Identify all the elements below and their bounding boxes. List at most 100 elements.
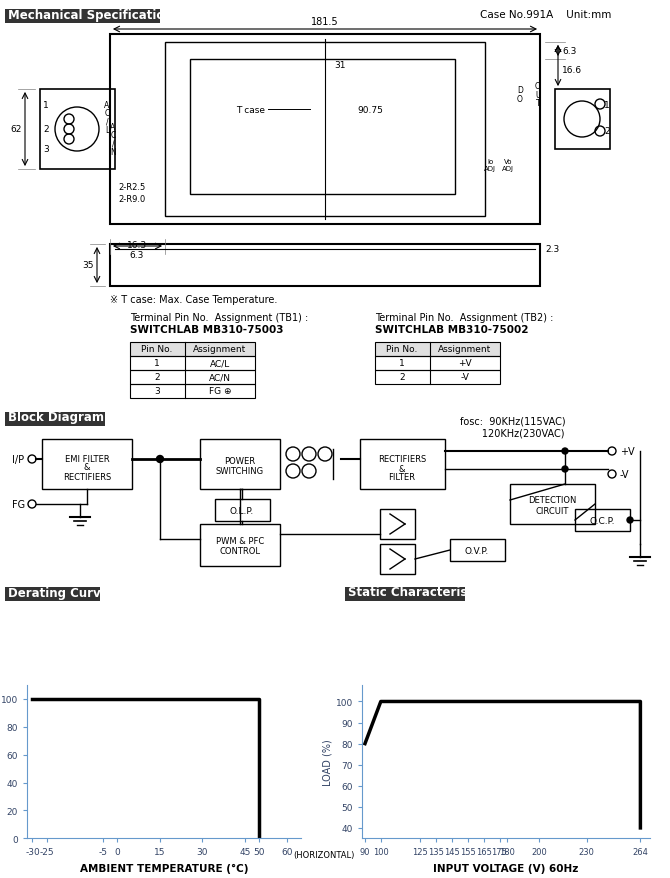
Text: 2-R9.0: 2-R9.0 [118, 195, 145, 205]
Bar [200, 524, 280, 566]
Bar [215, 500, 270, 522]
Text: 16.6: 16.6 [562, 66, 582, 75]
Text: PWM & PFC: PWM & PFC [216, 536, 264, 545]
Text: AC/L: AC/L [210, 359, 230, 368]
X-axis label: INPUT VOLTAGE (V) 60Hz: INPUT VOLTAGE (V) 60Hz [433, 863, 578, 874]
Text: Pin No.: Pin No. [141, 345, 173, 354]
Bar [130, 356, 255, 371]
Text: FG: FG [12, 500, 25, 509]
Bar [5, 587, 100, 601]
Text: Derating Curve: Derating Curve [8, 586, 109, 599]
Text: 3: 3 [154, 387, 160, 396]
Bar [380, 544, 415, 574]
Bar [190, 60, 455, 195]
Text: EMI FILTER: EMI FILTER [65, 455, 109, 464]
Bar [130, 371, 255, 385]
Text: D
O: D O [517, 86, 523, 104]
Text: 2: 2 [43, 126, 49, 134]
Text: 3: 3 [43, 146, 49, 155]
Text: 6.3: 6.3 [130, 251, 144, 260]
Text: T case: T case [236, 105, 265, 114]
Text: FILTER: FILTER [389, 473, 415, 482]
Text: (HORIZONTAL): (HORIZONTAL) [293, 850, 354, 859]
Text: 90.75: 90.75 [357, 105, 383, 114]
Text: POWER: POWER [224, 457, 255, 466]
Text: RECTIFIERS: RECTIFIERS [63, 472, 111, 481]
Text: Static Characteristics: Static Characteristics [348, 586, 491, 599]
Circle shape [157, 456, 163, 463]
Text: +V: +V [458, 359, 472, 368]
Bar [575, 509, 630, 531]
Bar [200, 440, 280, 489]
Circle shape [562, 466, 568, 472]
Text: &: & [399, 465, 405, 474]
Bar [555, 90, 610, 150]
Bar [375, 356, 500, 371]
Bar [345, 587, 465, 601]
Text: 2: 2 [604, 127, 610, 136]
Text: fosc:  90KHz(115VAC)
       120KHz(230VAC): fosc: 90KHz(115VAC) 120KHz(230VAC) [460, 416, 565, 438]
Text: 31: 31 [334, 61, 346, 69]
Text: +V: +V [620, 447, 634, 457]
Bar [5, 10, 160, 24]
Text: 1: 1 [154, 359, 160, 368]
Bar [375, 371, 500, 385]
Bar [165, 43, 485, 217]
Text: Terminal Pin No.  Assignment (TB2) :: Terminal Pin No. Assignment (TB2) : [375, 313, 553, 322]
Bar [360, 440, 445, 489]
Text: 2.3: 2.3 [545, 245, 559, 255]
Text: -V: -V [460, 373, 470, 382]
Text: SWITCHLAB MB310-75003: SWITCHLAB MB310-75003 [130, 325, 283, 335]
Text: 2: 2 [154, 373, 160, 382]
Text: 181.5: 181.5 [311, 17, 339, 27]
Y-axis label: LOAD (%): LOAD (%) [323, 738, 333, 785]
Text: AC/N: AC/N [209, 373, 231, 382]
Text: Io
ADJ: Io ADJ [484, 158, 496, 171]
Text: 16.3: 16.3 [127, 241, 147, 249]
Text: ※ T case: Max. Case Temperature.: ※ T case: Max. Case Temperature. [110, 295, 277, 305]
Bar [130, 342, 255, 356]
Bar [375, 342, 500, 356]
Bar [5, 413, 105, 427]
Text: 6.3: 6.3 [562, 47, 576, 55]
Text: -V: -V [620, 470, 630, 479]
Text: I/P: I/P [12, 455, 24, 464]
Bar [40, 90, 115, 169]
Circle shape [562, 449, 568, 455]
Text: A
C
/
L: A C / L [105, 101, 110, 135]
Text: Block Diagram: Block Diagram [8, 411, 104, 424]
Bar [110, 35, 540, 225]
Text: RECTIFIERS: RECTIFIERS [378, 455, 426, 464]
X-axis label: AMBIENT TEMPERATURE (°C): AMBIENT TEMPERATURE (°C) [80, 863, 249, 874]
Text: Mechanical Specification: Mechanical Specification [8, 9, 173, 21]
Text: 35: 35 [82, 261, 94, 270]
Text: O.C.P.: O.C.P. [589, 516, 615, 525]
Text: Assignment: Assignment [194, 345, 247, 354]
Bar [130, 385, 255, 399]
Text: 1: 1 [43, 100, 49, 110]
Text: CONTROL: CONTROL [220, 547, 261, 556]
Text: FG ⊕: FG ⊕ [209, 387, 231, 396]
Bar [42, 440, 132, 489]
Circle shape [627, 517, 633, 523]
Text: Assignment: Assignment [438, 345, 492, 354]
Bar [450, 539, 505, 561]
Text: Terminal Pin No.  Assignment (TB1) :: Terminal Pin No. Assignment (TB1) : [130, 313, 308, 322]
Text: O.V.P.: O.V.P. [465, 546, 489, 555]
Text: CIRCUIT: CIRCUIT [535, 506, 569, 515]
Text: 62: 62 [11, 126, 22, 134]
Text: DETECTION: DETECTION [528, 496, 576, 505]
Text: SWITCHLAB MB310-75002: SWITCHLAB MB310-75002 [375, 325, 529, 335]
Text: O
U
T: O U T [535, 83, 541, 108]
Text: 1: 1 [604, 100, 610, 110]
Text: Pin No.: Pin No. [387, 345, 417, 354]
Text: 1: 1 [399, 359, 405, 368]
Text: Vo
ADJ: Vo ADJ [502, 158, 514, 171]
Text: &: & [84, 463, 90, 472]
Bar [380, 509, 415, 539]
Text: SWITCHING: SWITCHING [216, 467, 264, 476]
Text: Case No.991A    Unit:mm: Case No.991A Unit:mm [480, 10, 611, 20]
Bar [510, 485, 595, 524]
Text: 2-R2.5: 2-R2.5 [118, 184, 145, 192]
Bar [110, 245, 540, 287]
